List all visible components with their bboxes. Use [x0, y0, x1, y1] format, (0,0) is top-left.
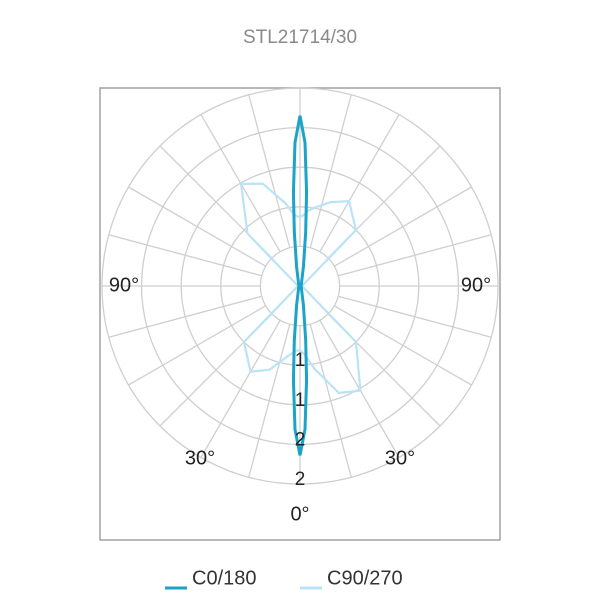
r-tick-label: 1	[295, 350, 306, 371]
legend-label: C90/270	[327, 567, 403, 589]
angle-label: 0°	[290, 503, 309, 525]
legend: C0/180 C90/270	[165, 567, 403, 590]
spoke	[248, 94, 291, 248]
angle-label: 30°	[185, 447, 215, 469]
spoke	[309, 324, 352, 478]
spoke	[108, 295, 262, 338]
spoke	[333, 305, 472, 386]
labels: 1 1 2 2 90° 90° 30° 30° 0°	[109, 274, 491, 525]
spoke	[128, 305, 267, 386]
spoke	[128, 186, 267, 267]
spoke	[319, 114, 400, 253]
chart-title: STL21714/30	[243, 27, 357, 48]
angle-label: 90°	[461, 274, 491, 296]
legend-label: C0/180	[192, 567, 257, 589]
spoke	[338, 295, 492, 338]
spoke	[200, 319, 281, 458]
spoke	[309, 94, 352, 248]
plot	[239, 115, 362, 456]
spoke	[338, 234, 492, 277]
spoke	[333, 186, 472, 267]
series-line	[291, 115, 309, 456]
spoke	[248, 324, 291, 478]
r-tick-label: 2	[295, 469, 306, 490]
r-tick-label: 2	[295, 429, 306, 450]
angle-label: 90°	[109, 274, 139, 296]
spoke	[108, 234, 262, 277]
r-tick-label: 1	[295, 390, 306, 411]
series-line	[239, 182, 362, 395]
angle-label: 30°	[385, 447, 415, 469]
